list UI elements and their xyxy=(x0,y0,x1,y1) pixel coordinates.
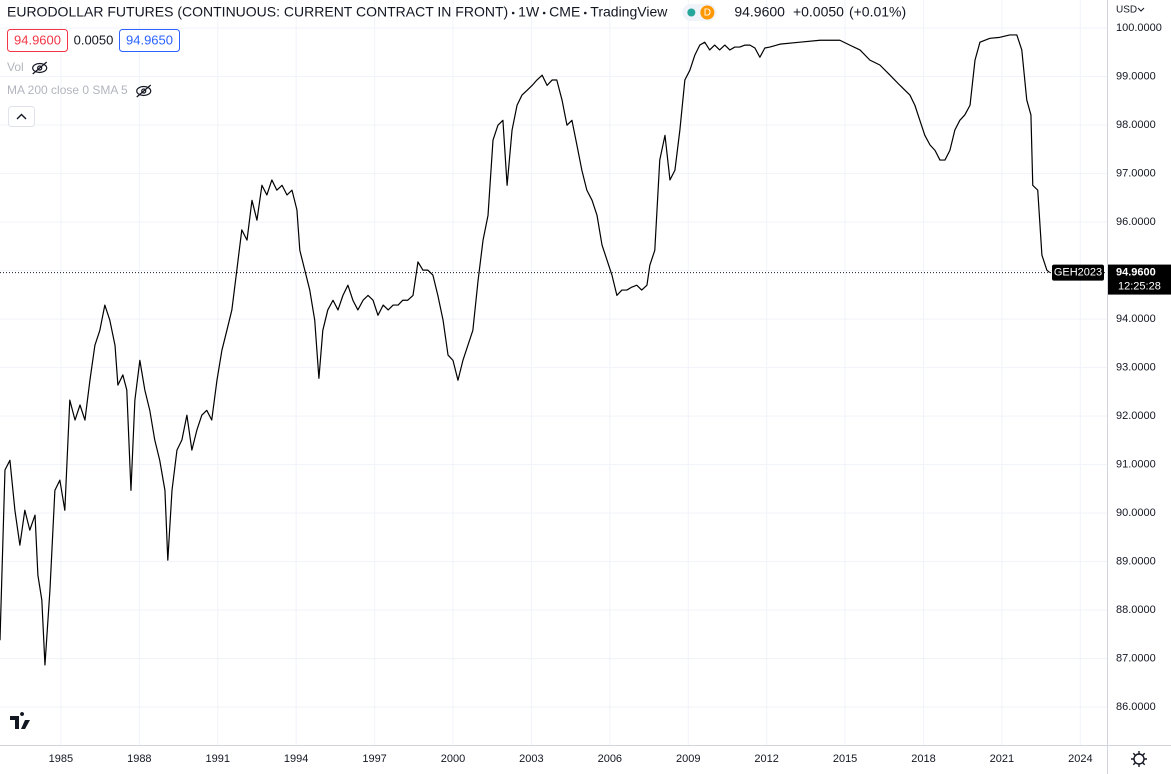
separator-dot xyxy=(542,11,546,15)
source: TradingView xyxy=(590,4,668,20)
x-tick-label: 1988 xyxy=(127,753,151,765)
price-change-pct: (+0.01%) xyxy=(849,4,906,20)
hide-icon[interactable] xyxy=(32,61,48,75)
hide-icon[interactable] xyxy=(136,84,152,98)
delay-badge-label: D xyxy=(704,8,711,19)
x-tick-label: 2003 xyxy=(519,753,543,765)
tv-logo[interactable] xyxy=(6,710,36,736)
y-tick-label: 86.0000 xyxy=(1116,701,1156,713)
price-line-series xyxy=(0,34,1051,666)
indicator-label: MA 200 close 0 SMA 5 xyxy=(7,83,128,97)
y-tick-label: 93.0000 xyxy=(1116,362,1156,374)
x-tick-label: 2006 xyxy=(598,753,622,765)
x-tick-label: 2009 xyxy=(676,753,700,765)
x-tick-label: 1994 xyxy=(284,753,308,765)
eye-outline xyxy=(32,62,48,74)
y-tick-label: 87.0000 xyxy=(1116,653,1156,665)
eye-strike xyxy=(136,84,152,98)
indicator-label: Vol xyxy=(7,60,24,74)
y-tick-label: 96.0000 xyxy=(1116,216,1156,228)
interval: 1W xyxy=(518,4,540,20)
y-tick-label: 89.0000 xyxy=(1116,556,1156,568)
separator-dot xyxy=(511,11,515,15)
x-tick-label: 2012 xyxy=(754,753,778,765)
spread: 0.0050 xyxy=(74,32,114,47)
currency-dropdown[interactable] xyxy=(1137,7,1145,12)
separator-dot xyxy=(583,11,587,15)
y-tick-label: 94.0000 xyxy=(1116,313,1156,325)
y-tick-label: 90.0000 xyxy=(1116,507,1156,519)
y-tick-label: 88.0000 xyxy=(1116,604,1156,616)
chart-title: EURODOLLAR FUTURES (CONTINUOUS: CURRENT … xyxy=(7,4,508,20)
y-tick-label: 97.0000 xyxy=(1116,168,1156,180)
x-tick-label: 2015 xyxy=(833,753,857,765)
settings-button[interactable] xyxy=(1131,751,1147,767)
sell-price: 94.9600 xyxy=(14,32,61,47)
y-tick-label: 91.0000 xyxy=(1116,459,1156,471)
x-tick-label: 2018 xyxy=(911,753,935,765)
symbol-label-box xyxy=(1052,264,1104,281)
y-tick-label: 99.0000 xyxy=(1116,71,1156,83)
x-tick-label: 1997 xyxy=(362,753,386,765)
symbol-label: GEH2023 xyxy=(1054,266,1102,278)
y-tick-label: 92.0000 xyxy=(1116,410,1156,422)
buy-price: 94.9650 xyxy=(126,32,173,47)
x-tick-label: 1985 xyxy=(49,753,73,765)
price-label: 94.9600 xyxy=(1116,266,1156,278)
sell-price-box[interactable] xyxy=(7,29,68,52)
x-tick-label: 2000 xyxy=(441,753,465,765)
y-tick-label: 98.0000 xyxy=(1116,119,1156,131)
market-status-dot xyxy=(687,8,696,17)
exchange: CME xyxy=(549,4,580,20)
countdown-label: 12:25:28 xyxy=(1118,280,1161,292)
currency-label: USD xyxy=(1116,5,1137,16)
price-change: +0.0050 xyxy=(793,4,844,20)
y-tick-label: 100.0000 xyxy=(1116,22,1162,34)
collapse-button[interactable] xyxy=(8,106,35,127)
last-price: 94.9600 xyxy=(734,4,785,20)
x-tick-label: 1991 xyxy=(205,753,229,765)
eye-pupil xyxy=(37,65,43,71)
x-tick-label: 2021 xyxy=(990,753,1014,765)
eye-outline xyxy=(136,85,152,97)
price-label-box xyxy=(1108,264,1171,295)
x-tick-label: 2024 xyxy=(1068,753,1092,765)
eye-pupil xyxy=(141,88,147,94)
eye-strike xyxy=(32,61,48,75)
buy-price-box[interactable] xyxy=(119,29,180,52)
delay-badge xyxy=(700,5,715,20)
